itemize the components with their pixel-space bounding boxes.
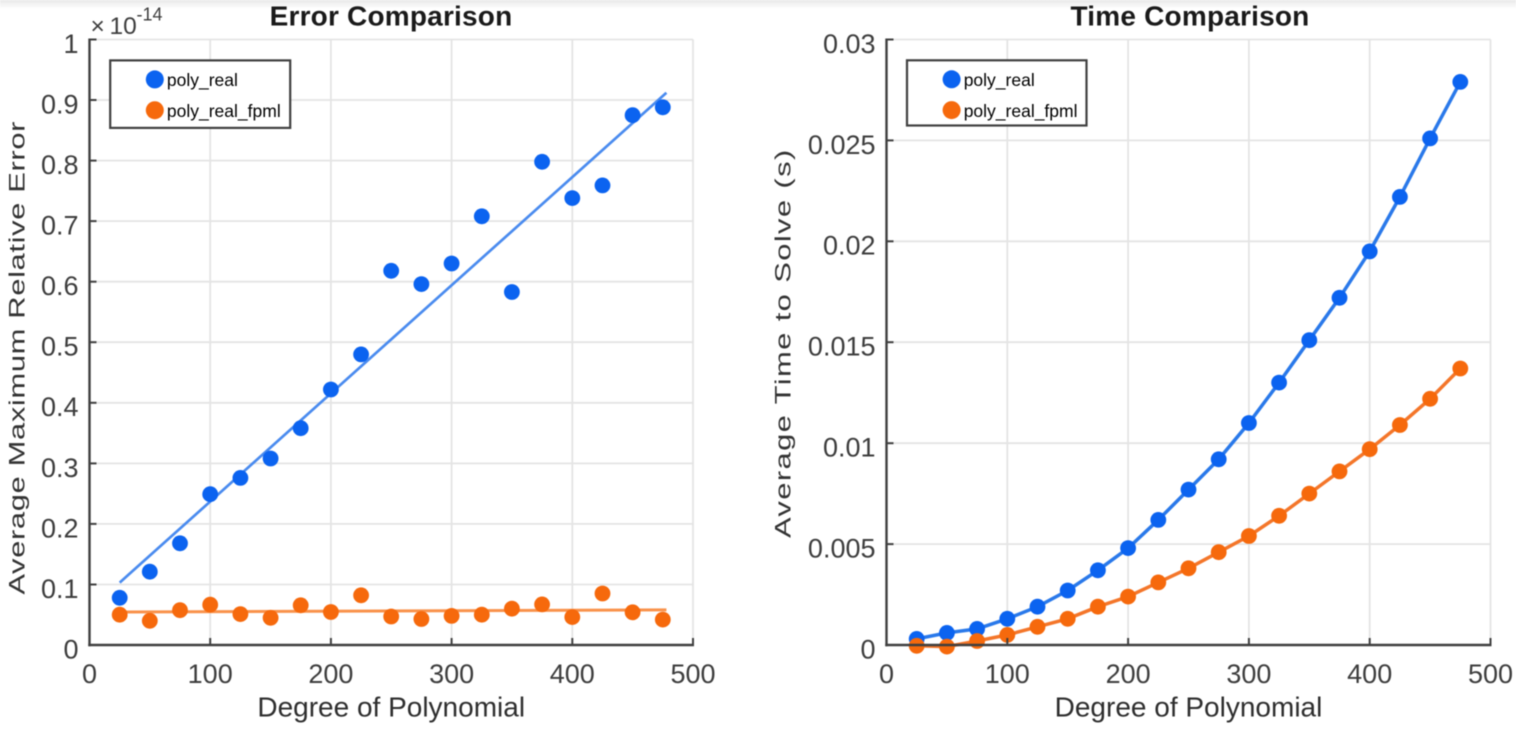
svg-text:200: 200 — [1106, 659, 1151, 689]
svg-text:300: 300 — [1226, 659, 1271, 689]
svg-text:500: 500 — [670, 659, 715, 689]
svg-text:poly_real_fpml: poly_real_fpml — [964, 101, 1078, 122]
svg-text:0.8: 0.8 — [41, 150, 79, 180]
svg-text:0: 0 — [860, 634, 875, 664]
svg-text:0.03: 0.03 — [823, 29, 876, 59]
svg-text:poly_real: poly_real — [964, 70, 1035, 91]
svg-text:Average Time to Solve (s): Average Time to Solve (s) — [770, 148, 796, 538]
svg-text:0.02: 0.02 — [823, 231, 876, 261]
svg-text:0.2: 0.2 — [41, 513, 79, 543]
svg-text:×: × — [91, 13, 105, 40]
svg-text:0.01: 0.01 — [823, 433, 876, 463]
svg-text:Average Maximum Relative Error: Average Maximum Relative Error — [4, 121, 30, 595]
svg-text:200: 200 — [308, 659, 353, 689]
svg-text:0.5: 0.5 — [41, 332, 79, 362]
svg-text:10: 10 — [110, 13, 137, 40]
svg-text:0.1: 0.1 — [41, 574, 79, 604]
svg-text:300: 300 — [429, 659, 474, 689]
svg-text:1: 1 — [63, 29, 78, 59]
svg-text:0.4: 0.4 — [41, 392, 79, 422]
svg-text:0.025: 0.025 — [808, 130, 876, 160]
svg-text:0.7: 0.7 — [41, 211, 79, 241]
svg-text:400: 400 — [550, 659, 595, 689]
svg-text:poly_real_fpml: poly_real_fpml — [167, 101, 281, 122]
svg-text:0.005: 0.005 — [808, 534, 876, 564]
svg-text:Degree of Polynomial: Degree of Polynomial — [257, 692, 525, 723]
svg-text:100: 100 — [985, 659, 1030, 689]
svg-text:0.6: 0.6 — [41, 271, 79, 301]
svg-text:0: 0 — [879, 659, 894, 689]
svg-text:0.9: 0.9 — [41, 89, 79, 119]
svg-text:0: 0 — [63, 634, 78, 664]
svg-text:Error Comparison: Error Comparison — [270, 1, 513, 32]
svg-text:100: 100 — [188, 659, 233, 689]
svg-text:Time Comparison: Time Comparison — [1071, 1, 1310, 32]
svg-text:-14: -14 — [137, 5, 163, 25]
svg-text:0: 0 — [82, 659, 97, 689]
svg-text:0.3: 0.3 — [41, 453, 79, 483]
svg-text:poly_real: poly_real — [167, 70, 238, 91]
svg-text:Degree of Polynomial: Degree of Polynomial — [1055, 692, 1323, 723]
svg-text:500: 500 — [1468, 659, 1513, 689]
svg-text:0.015: 0.015 — [808, 332, 876, 362]
svg-text:400: 400 — [1347, 659, 1392, 689]
